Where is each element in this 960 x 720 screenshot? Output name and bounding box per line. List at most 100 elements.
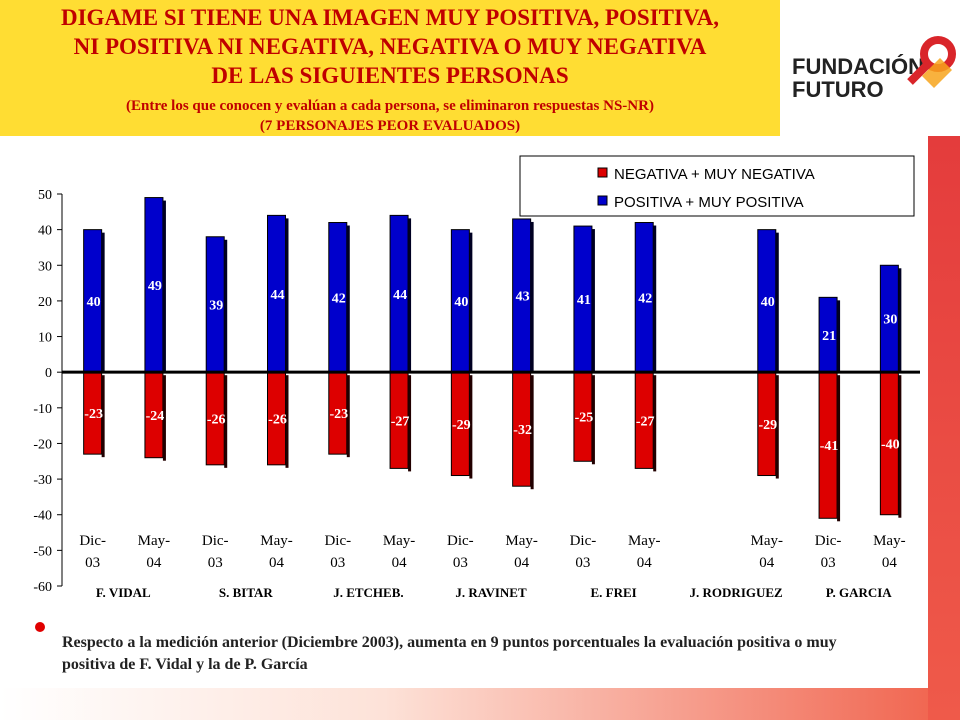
- bar-positive-shadow: [224, 239, 228, 373]
- category-label: S. BITAR: [219, 585, 274, 600]
- bar-negative-shadow: [162, 375, 166, 461]
- period-label-line2: 04: [392, 555, 408, 571]
- period-label-line1: May-: [383, 533, 416, 549]
- data-label-negative: -25: [575, 411, 594, 426]
- y-tick-label: 0: [45, 366, 52, 381]
- legend-box: [519, 155, 915, 217]
- data-label-negative: -27: [636, 414, 655, 429]
- category-label: J. RAVINET: [455, 585, 527, 600]
- bar-positive-shadow: [775, 232, 779, 373]
- y-tick-label: -20: [33, 437, 52, 452]
- period-label-line2: 04: [882, 555, 898, 571]
- key-logo-icon: [907, 36, 956, 88]
- category-label: J. RODRIGUEZ: [690, 585, 784, 600]
- y-tick-label: 40: [38, 224, 52, 239]
- period-label-line2: 03: [821, 555, 836, 571]
- period-label-line2: 04: [514, 555, 530, 571]
- period-label-line2: 04: [637, 555, 653, 571]
- data-label-negative: -41: [820, 439, 839, 454]
- bar-positive-shadow: [469, 232, 473, 373]
- bar-positive-shadow: [285, 218, 289, 373]
- data-label-positive: 39: [209, 298, 223, 313]
- period-label-line1: Dic-: [324, 533, 351, 549]
- category-label: E. FREI: [590, 585, 636, 600]
- background-stripe-right: [928, 136, 960, 720]
- data-label-positive: 40: [761, 295, 775, 310]
- data-label-negative: -23: [84, 407, 103, 422]
- y-tick-label: 10: [38, 331, 52, 346]
- data-label-negative: -26: [207, 413, 226, 428]
- period-label-line1: May-: [138, 533, 171, 549]
- period-label-line1: Dic-: [202, 533, 229, 549]
- category-label: J. ETCHEB.: [333, 585, 403, 600]
- period-label-line2: 04: [759, 555, 775, 571]
- bar-positive-shadow: [408, 218, 412, 373]
- bar-negative-shadow: [898, 375, 902, 518]
- data-label-positive: 40: [454, 295, 468, 310]
- bullet-marker: [35, 622, 45, 632]
- category-label: F. VIDAL: [96, 585, 151, 600]
- legend-swatch-negative: [597, 167, 608, 178]
- y-tick-label: 30: [38, 259, 52, 274]
- period-label-line1: May-: [628, 533, 661, 549]
- legend-swatch-positive: [597, 195, 608, 206]
- bar-positive-shadow: [162, 200, 166, 373]
- bar-positive-shadow: [530, 221, 534, 373]
- bar-chart: 50 40 30 20 10 0 -10 -20 -30 -40 -50 -60 40 -23 Dic- 03…: [33, 155, 920, 600]
- y-tick-label: -10: [33, 402, 52, 417]
- period-label-line1: Dic-: [570, 533, 597, 549]
- period-label-line1: Dic-: [79, 533, 106, 549]
- period-label-line1: May-: [260, 533, 293, 549]
- data-label-positive: 43: [516, 290, 530, 305]
- data-label-positive: 40: [87, 295, 101, 310]
- data-label-positive: 42: [332, 291, 346, 306]
- period-label-line2: 03: [330, 555, 345, 571]
- legend-label-negative: NEGATIVA + MUY NEGATIVA: [614, 166, 815, 183]
- data-label-positive: 42: [638, 291, 652, 306]
- period-label-line2: 03: [208, 555, 223, 571]
- background-stripe-bottom: [0, 688, 960, 720]
- data-label-negative: -24: [146, 409, 165, 424]
- bar-positive-shadow: [591, 229, 595, 373]
- period-label-line2: 03: [453, 555, 468, 571]
- data-label-negative: -32: [513, 423, 532, 438]
- bar-positive-shadow: [898, 268, 902, 373]
- data-label-negative: -27: [391, 414, 410, 429]
- bar-negative-shadow: [530, 375, 534, 490]
- period-label-line2: 04: [269, 555, 285, 571]
- bar-negative-shadow: [224, 375, 228, 468]
- bar-negative-shadow: [285, 375, 289, 468]
- data-label-positive: 44: [271, 288, 285, 303]
- period-label-line2: 04: [146, 555, 162, 571]
- data-label-positive: 49: [148, 279, 162, 294]
- footnote-text: Respecto a la medición anterior (Diciemb…: [62, 634, 837, 673]
- data-label-negative: -26: [268, 413, 287, 428]
- data-label-positive: 30: [883, 313, 897, 328]
- y-tick-label: -40: [33, 509, 52, 524]
- data-label-positive: 41: [577, 293, 591, 308]
- y-tick-label: -30: [33, 473, 52, 488]
- bar-positive-shadow: [837, 300, 841, 373]
- bar-positive-shadow: [101, 232, 105, 373]
- bar-negative-shadow: [346, 375, 350, 458]
- bar-negative-shadow: [653, 375, 657, 472]
- bar-negative-shadow: [408, 375, 412, 472]
- period-label-line2: 03: [85, 555, 100, 571]
- period-label-line1: Dic-: [815, 533, 842, 549]
- page-subtitle: (Entre los que conocen y evalúan a cada …: [126, 98, 654, 134]
- bar-positive-shadow: [653, 225, 657, 373]
- y-tick-label: -50: [33, 544, 52, 559]
- page-title: DIGAME SI TIENE UNA IMAGEN MUY POSITIVA,…: [61, 5, 719, 88]
- data-label-negative: -40: [881, 437, 900, 452]
- bar-negative-shadow: [469, 375, 473, 479]
- logo-text: FUNDACIÓN FUTURO: [792, 54, 924, 102]
- period-label-line1: May-: [505, 533, 538, 549]
- data-label-negative: -23: [329, 407, 348, 422]
- data-label-negative: -29: [452, 418, 471, 433]
- bar-negative-shadow: [837, 375, 841, 522]
- title-banner: DIGAME SI TIENE UNA IMAGEN MUY POSITIVA,…: [0, 0, 780, 136]
- bar-negative-shadow: [591, 375, 595, 465]
- period-label-line2: 03: [575, 555, 590, 571]
- bar-negative-shadow: [101, 375, 105, 458]
- data-label-positive: 44: [393, 288, 407, 303]
